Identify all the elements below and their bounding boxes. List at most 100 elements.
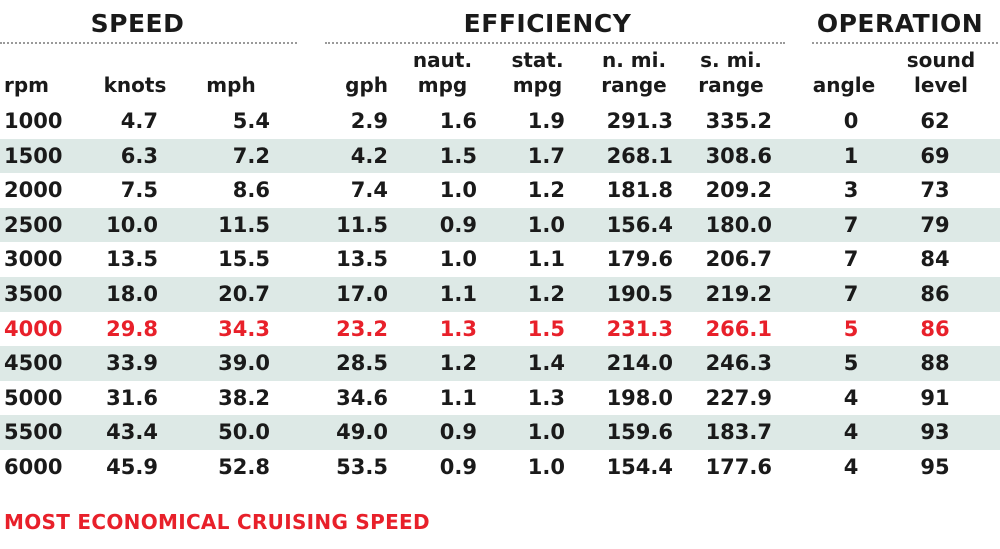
cell-s-mi-range: 266.1 [705,316,772,341]
speed-group-rule [0,42,297,44]
cell-naut-mpg: 1.1 [439,282,477,306]
cell-stat-mpg: 1.9 [527,109,565,133]
cell-naut-mpg: 0.9 [439,455,477,479]
table-row: 2000 7.5 8.6 7.4 1.0 1.2 181.8 209.2 3 73 [0,173,1000,208]
cell-n-mi-range: 214.0 [606,351,673,376]
cell-sound-level: 73 [920,178,950,203]
cell-angle: 5 [843,316,859,341]
cell-angle: 4 [843,420,859,445]
cell-gph: 49.0 [336,420,388,445]
cell-angle: 3 [843,178,859,203]
cell-gph: 53.5 [336,455,388,479]
cell-rpm: 3000 [4,247,63,272]
cell-angle: 7 [843,282,859,306]
cell-n-mi-range: 181.8 [606,178,673,203]
cell-rpm: 4000 [4,316,63,341]
cell-naut-mpg: 1.5 [439,143,477,168]
cell-knots: 4.7 [120,109,158,133]
cell-rpm: 6000 [4,455,63,479]
table-row: 4000 29.8 34.3 23.2 1.3 1.5 231.3 266.1 5 86 [0,312,1000,347]
cell-mph: 8.6 [232,178,270,203]
cell-knots: 7.5 [120,178,158,203]
cell-stat-mpg: 1.1 [527,247,565,272]
column-header-knots: knots [90,46,180,98]
column-header-line1: n. mi. [601,48,667,72]
cell-rpm: 5000 [4,385,63,410]
cell-naut-mpg: 1.3 [439,316,477,341]
cell-knots: 13.5 [106,247,158,272]
cell-naut-mpg: 1.2 [439,351,477,376]
table-row: 5500 43.4 50.0 49.0 0.9 1.0 159.6 183.7 4 93 [0,415,1000,450]
cell-angle: 0 [843,109,859,133]
efficiency-group-rule [325,42,785,44]
cell-stat-mpg: 1.3 [527,385,565,410]
cell-n-mi-range: 156.4 [606,212,673,237]
cell-stat-mpg: 1.5 [527,316,565,341]
operation-group-rule [812,42,998,44]
cell-sound-level: 88 [920,351,950,376]
column-header-line2: range [698,73,764,97]
column-header-s-mi-range: s. mi. range [690,46,772,98]
cell-sound-level: 69 [920,143,950,168]
table-row: 4500 33.9 39.0 28.5 1.2 1.4 214.0 246.3 5 88 [0,346,1000,381]
cell-stat-mpg: 1.7 [527,143,565,168]
cell-s-mi-range: 206.7 [705,247,772,272]
cell-rpm: 1500 [4,143,63,168]
cell-naut-mpg: 0.9 [439,420,477,445]
cell-n-mi-range: 190.5 [606,282,673,306]
column-header-line2: rpm [4,73,50,97]
cell-n-mi-range: 231.3 [606,316,673,341]
cell-knots: 31.6 [106,385,158,410]
cell-sound-level: 62 [920,109,950,133]
cell-mph: 34.3 [218,316,270,341]
speed-group-title: SPEED [90,9,185,38]
column-header-line2: level [914,73,968,97]
table-row: 1000 4.7 5.4 2.9 1.6 1.9 291.3 335.2 0 62 [0,104,1000,139]
cell-mph: 5.4 [232,109,270,133]
cell-n-mi-range: 268.1 [606,143,673,168]
cell-gph: 17.0 [336,282,388,306]
column-header-line2: gph [345,73,388,97]
column-header-n-mi-range: n. mi. range [595,46,673,98]
cell-gph: 13.5 [336,247,388,272]
cell-naut-mpg: 1.1 [439,385,477,410]
column-header-line1: sound [906,48,976,72]
cell-rpm: 1000 [4,109,63,133]
cell-s-mi-range: 246.3 [705,351,772,376]
column-header-line2: knots [103,73,167,97]
table-row: 6000 45.9 52.8 53.5 0.9 1.0 154.4 177.6 4 95 [0,450,1000,485]
cell-sound-level: 86 [920,316,950,341]
cell-stat-mpg: 1.0 [527,212,565,237]
cell-n-mi-range: 159.6 [606,420,673,445]
efficiency-group-title: EFFICIENCY [463,9,632,38]
cell-knots: 33.9 [106,351,158,376]
cell-n-mi-range: 291.3 [606,109,673,133]
column-header-line2: mpg [417,73,468,97]
cell-n-mi-range: 154.4 [606,455,673,479]
cell-angle: 7 [843,212,859,237]
cell-gph: 7.4 [350,178,388,203]
column-header-gph: gph [315,46,388,98]
column-header-line2: angle [812,73,876,97]
cell-mph: 20.7 [218,282,270,306]
cell-angle: 4 [843,455,859,479]
table-row: 3000 13.5 15.5 13.5 1.0 1.1 179.6 206.7 7 84 [0,242,1000,277]
cell-stat-mpg: 1.0 [527,455,565,479]
cell-rpm: 3500 [4,282,63,306]
cell-rpm: 4500 [4,351,63,376]
cell-sound-level: 79 [920,212,950,237]
cell-s-mi-range: 308.6 [705,143,772,168]
column-header-line2: range [601,73,667,97]
column-header-sound-level: sound level [895,46,987,98]
cell-knots: 45.9 [106,455,158,479]
cell-s-mi-range: 180.0 [705,212,772,237]
cell-s-mi-range: 177.6 [705,455,772,479]
cell-naut-mpg: 1.6 [439,109,477,133]
table-row: 5000 31.6 38.2 34.6 1.1 1.3 198.0 227.9 4 91 [0,381,1000,416]
cell-stat-mpg: 1.0 [527,420,565,445]
cell-gph: 11.5 [336,212,388,237]
cell-n-mi-range: 179.6 [606,247,673,272]
cell-stat-mpg: 1.2 [527,282,565,306]
column-header-angle: angle [800,46,888,98]
footnote: MOST ECONOMICAL CRUISING SPEED [4,510,430,534]
